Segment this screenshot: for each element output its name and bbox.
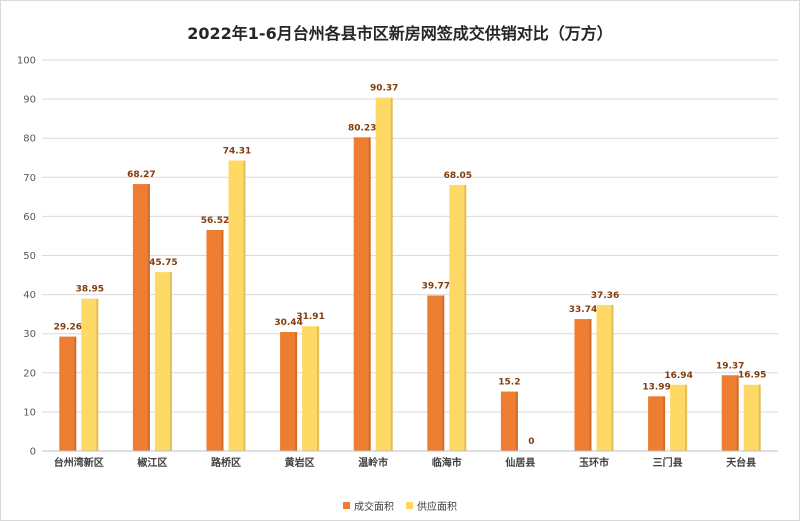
data-label: 13.99: [642, 382, 670, 392]
data-label: 16.94: [664, 371, 692, 381]
bar: [648, 396, 666, 451]
data-label: 74.31: [223, 146, 251, 156]
bar-shade: [147, 184, 150, 451]
bar: [375, 97, 393, 452]
bar: [596, 304, 614, 451]
y-tick-label: 40: [23, 290, 36, 301]
data-label: 33.74: [569, 305, 597, 315]
y-tick-label: 10: [23, 407, 36, 418]
bar: [743, 384, 761, 451]
bar: [574, 319, 592, 451]
bar-shade: [169, 272, 172, 451]
bar-shade: [611, 304, 614, 451]
data-label: 30.44: [274, 318, 302, 328]
y-tick-label: 80: [23, 134, 36, 145]
bar: [81, 298, 99, 451]
y-tick-label: 100: [17, 56, 36, 67]
bar-shade: [317, 326, 320, 451]
y-tick-label: 90: [23, 95, 36, 106]
x-tick-label: 玉环市: [579, 456, 609, 469]
data-label: 16.95: [738, 371, 766, 381]
bar: [427, 295, 445, 451]
bar: [500, 391, 518, 451]
x-tick-label: 温岭市: [358, 456, 388, 469]
bar: [670, 384, 688, 451]
bar: [449, 184, 467, 451]
bar-shade: [390, 97, 393, 452]
data-label: 80.23: [348, 123, 376, 133]
bar-shade: [589, 319, 592, 451]
y-tick-label: 50: [23, 251, 36, 262]
y-tick-label: 60: [23, 212, 36, 223]
data-label: 0: [528, 437, 534, 447]
y-tick-label: 70: [23, 173, 36, 184]
bar: [721, 375, 739, 451]
data-label: 39.77: [422, 281, 450, 291]
data-label: 90.37: [370, 84, 398, 94]
legend-swatch-supply-area: [406, 502, 413, 509]
x-tick-label: 椒江区: [137, 456, 167, 469]
x-tick-label: 黄岩区: [285, 456, 315, 469]
data-label: 29.26: [54, 323, 82, 333]
bar: [154, 272, 172, 451]
bar-shade: [758, 384, 761, 451]
bar: [302, 326, 320, 451]
legend-swatch-deal-area: [343, 502, 350, 509]
y-tick-label: 30: [23, 329, 36, 340]
bar-shade: [736, 375, 739, 451]
data-label: 45.75: [149, 258, 177, 268]
bar-shade: [663, 396, 666, 451]
bar-shade: [368, 137, 371, 451]
y-tick-label: 0: [30, 447, 36, 458]
bar: [280, 331, 298, 451]
bar-shade: [685, 384, 688, 451]
legend: 成交面积 供应面积: [0, 498, 800, 513]
data-label: 31.91: [296, 312, 324, 322]
legend-item-deal-area: 成交面积: [343, 498, 394, 513]
bar-shade: [243, 160, 246, 451]
chart-title: 2022年1-6月台州各县市区新房网签成交供销对比（万方）: [187, 24, 613, 43]
bar-shade: [442, 295, 445, 451]
bar: [228, 160, 246, 451]
bar-shade: [515, 391, 518, 451]
legend-label-deal-area: 成交面积: [354, 502, 394, 513]
bar-shade: [295, 331, 298, 451]
legend-item-supply-area: 供应面积: [406, 498, 457, 513]
bar-shade: [464, 184, 467, 451]
data-label: 68.05: [444, 171, 472, 181]
data-label: 38.95: [76, 285, 104, 295]
legend-label-supply-area: 供应面积: [417, 502, 457, 513]
data-label: 19.37: [716, 361, 744, 371]
x-tick-label: 临海市: [432, 456, 462, 469]
data-label: 56.52: [201, 216, 229, 226]
bar-shade: [74, 336, 77, 451]
y-tick-label: 20: [23, 368, 36, 379]
bar: [132, 184, 150, 451]
bar: [59, 336, 77, 451]
data-label: 37.36: [591, 291, 619, 301]
x-tick-label: 仙居县: [505, 456, 535, 469]
bar: [353, 137, 371, 451]
bar: [206, 230, 224, 451]
x-tick-label: 三门县: [653, 456, 683, 469]
data-label: 68.27: [127, 170, 155, 180]
x-tick-label: 路桥区: [211, 456, 241, 469]
bar-shade: [221, 230, 224, 451]
data-label: 15.2: [498, 378, 520, 388]
x-tick-label: 台州湾新区: [54, 456, 104, 469]
bar-shade: [96, 298, 99, 451]
x-tick-label: 天台县: [726, 456, 756, 469]
